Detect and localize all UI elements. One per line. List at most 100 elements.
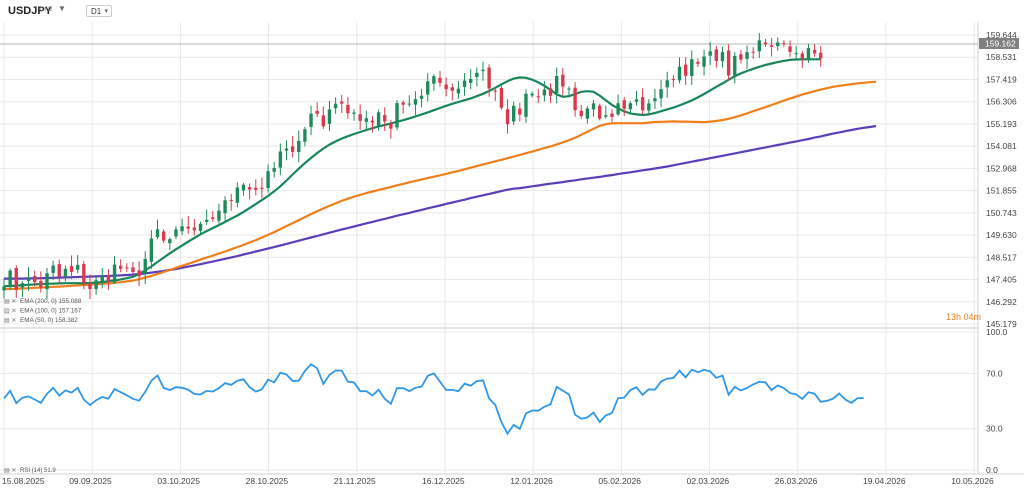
candle-body <box>2 286 6 291</box>
candle-body <box>726 50 731 76</box>
candle-body <box>610 113 614 117</box>
symbol-dropdown-icon[interactable]: ▼ <box>58 4 66 13</box>
candle-body <box>634 99 639 102</box>
rsi-tick-label: 100.0 <box>986 327 1008 337</box>
rsi-tick-label: 70.0 <box>986 368 1003 378</box>
price-tick-label: 156.306 <box>986 97 1017 107</box>
symbol-name[interactable]: USDJPY <box>8 5 53 17</box>
candle-body <box>512 105 516 122</box>
legend-settings-icon[interactable]: ▤ ✕ <box>4 309 16 315</box>
timeframe-label: D1 <box>91 7 102 16</box>
candle-body <box>653 98 657 102</box>
candle-body <box>462 80 467 87</box>
candle-body <box>487 67 491 89</box>
candle-body <box>604 115 608 117</box>
candle-body <box>671 79 676 81</box>
candle-body <box>303 129 307 142</box>
candle-body <box>217 210 221 221</box>
candle-body <box>204 219 209 222</box>
x-tick-label: 19.04.2026 <box>863 476 906 486</box>
price-tick-label: 147.405 <box>986 275 1017 285</box>
legend-settings-icon[interactable]: ▤ ✕ <box>4 299 16 305</box>
x-tick-label: 16.12.2025 <box>422 476 465 486</box>
legend-label: EMA (100, 0) 157.167 <box>20 308 82 315</box>
ema-lines <box>3 58 877 291</box>
timeframe-select[interactable]: D1 ▾ <box>86 5 112 17</box>
candle-body <box>370 120 375 123</box>
candle-body <box>469 78 473 83</box>
candle-body <box>524 93 528 117</box>
legend-settings-icon[interactable]: ▤ ✕ <box>4 318 16 324</box>
candle-body <box>284 148 289 151</box>
rsi-legend: ▤ ✕ RSI (14) 51.9 <box>4 468 56 474</box>
x-tick-label: 21.11.2025 <box>334 476 376 486</box>
candle-body <box>278 151 283 168</box>
candle-body <box>450 87 454 91</box>
candle-body <box>100 275 104 283</box>
ema-line <box>3 80 877 291</box>
candle-body <box>346 104 350 114</box>
candle-body <box>499 87 504 108</box>
candle-body <box>161 231 166 241</box>
candle-body <box>548 88 553 96</box>
current-price-tag: 159.162 <box>979 38 1019 49</box>
candle-body <box>683 64 688 76</box>
candle-body <box>733 55 737 76</box>
candle-body <box>321 115 326 127</box>
candle-body <box>383 115 387 122</box>
candle-body <box>364 118 368 122</box>
candle-body <box>106 275 111 282</box>
candle-body <box>597 105 602 119</box>
candle-body <box>315 110 319 114</box>
candle-body <box>616 103 620 115</box>
rsi-tick-label: 30.0 <box>986 424 1003 434</box>
x-tick-label: 15.08.2025 <box>2 476 45 486</box>
candle-body <box>26 277 31 282</box>
price-tick-label: 149.630 <box>986 230 1017 240</box>
candle-body <box>8 270 12 287</box>
x-tick-label: 10.05.2026 <box>951 476 994 486</box>
candle-body <box>76 264 80 270</box>
x-tick-label: 03.10.2025 <box>157 476 200 486</box>
ema-line <box>3 58 821 288</box>
candle-body <box>567 88 571 90</box>
candle-body <box>63 268 68 277</box>
candle-body <box>290 146 295 152</box>
candle-body <box>358 114 362 121</box>
candle-body <box>309 113 313 127</box>
candle-body <box>340 101 344 104</box>
rsi-legend-icon[interactable]: ▤ ✕ <box>4 468 16 474</box>
x-tick-label: 05.02.2026 <box>598 476 641 486</box>
ema-line <box>4 124 877 280</box>
time-axis: 15.08.2025 09.09.2025 03.10.2025 28.10.2025… <box>2 476 994 486</box>
candle-body <box>69 265 74 272</box>
candle-body <box>192 227 197 231</box>
candle-body <box>432 76 436 84</box>
candle-body <box>272 167 276 172</box>
candle-body <box>211 217 215 219</box>
rsi-axis: 100.0 70.0 30.0 0.0 <box>986 327 1008 475</box>
indicator-legend: ▤ ✕ EMA (200, 0) 155.088 ▤ ✕ EMA (100, 0) 1… <box>4 298 82 324</box>
candle-body <box>407 103 411 105</box>
candle-body <box>241 184 246 191</box>
candle-body <box>812 49 817 54</box>
candle-body <box>806 48 811 61</box>
candle-countdown: 13h 04m <box>946 312 981 322</box>
candle-body <box>33 276 37 283</box>
candle-body <box>180 226 184 232</box>
candle-body <box>118 265 123 269</box>
candle-body <box>327 109 332 124</box>
candle-body <box>579 110 583 117</box>
candle-body <box>125 267 129 269</box>
candle-body <box>720 52 725 62</box>
price-tick-label: 146.292 <box>986 297 1017 307</box>
candle-body <box>401 102 405 105</box>
candle-body <box>481 69 485 72</box>
candle-body <box>665 80 669 88</box>
candle-body <box>223 200 227 214</box>
candle-body <box>757 40 762 52</box>
candle-body <box>739 54 743 60</box>
candle-body <box>376 112 381 126</box>
candle-body <box>444 84 448 90</box>
